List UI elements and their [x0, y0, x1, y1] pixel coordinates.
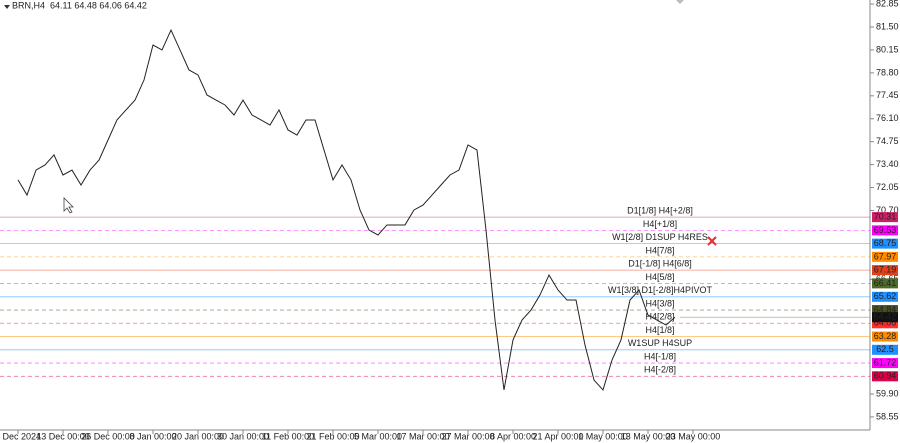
x-tick-label: 1 May 00:00 [578, 431, 628, 441]
x-tick-label: 13 Dec 00:00 [36, 431, 90, 441]
x-tick-label: 30 Jan 00:00 [217, 431, 269, 441]
level-price-label: 64.84 [874, 304, 897, 314]
mouse-cursor [63, 197, 74, 214]
level-text: H4[+1/8] [643, 219, 677, 229]
level-text: W1[3/8] D1[-2/8]H4PIVOT [608, 285, 713, 295]
level-text: H4[7/8] [645, 245, 674, 255]
level-text: H4[-2/8] [644, 365, 676, 375]
x-tick-label: 21 Feb 00:00 [306, 431, 359, 441]
y-tick-label: 73.40 [876, 159, 899, 169]
x-tick-label: 20 Jan 00:00 [172, 431, 224, 441]
current-price-box [872, 312, 898, 323]
y-tick-label: 78.80 [876, 67, 899, 77]
y-tick-label: 81.50 [876, 21, 899, 31]
level-price-label: 70.31 [874, 211, 897, 221]
x-tick-label: 26 Dec 00:00 [81, 431, 135, 441]
level-price-label: 66.41 [874, 278, 897, 288]
level-text: H4[2/8] [645, 312, 674, 322]
level-price-box [872, 344, 898, 355]
x-tick-label: 17 Mar 00:00 [396, 431, 449, 441]
x-tick-label: 21 Apr 00:00 [532, 431, 583, 441]
level-price-box [872, 291, 898, 302]
x-tick-label: 23 May 00:00 [666, 431, 721, 441]
level-price-box [872, 371, 898, 382]
level-price-box [872, 331, 898, 342]
level-price-box [872, 305, 898, 316]
level-price-box [872, 265, 898, 276]
y-tick-label: 82.85 [876, 0, 899, 8]
level-price-label: 67.97 [874, 251, 897, 261]
y-tick-label: 76.10 [876, 113, 899, 123]
x-tick-label: 27 Mar 00:00 [441, 431, 494, 441]
y-tick-label: 58.55 [876, 411, 899, 421]
level-text: D1[-1/8] H4[6/8] [628, 259, 692, 269]
x-tick-label: 3 Dec 2024 [0, 431, 41, 441]
symbol-title: BRN,H4 [12, 0, 45, 10]
y-tick-label: 59.90 [876, 388, 899, 398]
x-tick-label: 11 Feb 00:00 [262, 431, 314, 441]
y-tick-label: 70.70 [876, 205, 899, 215]
level-price-label: 68.75 [874, 238, 897, 248]
level-price-box [872, 251, 898, 262]
level-price-box [872, 318, 898, 329]
level-price-box [872, 225, 898, 236]
price-line [17, 28, 676, 391]
level-text: H4[5/8] [645, 272, 674, 282]
level-price-box [872, 278, 898, 289]
level-text: D1[1/8] H4[+2/8] [627, 205, 693, 215]
level-price-label: 61.72 [874, 357, 897, 367]
level-price-box [872, 358, 898, 369]
x-tick-label: 8 Jan 00:00 [129, 431, 176, 441]
level-text: H4[3/8] [645, 298, 674, 308]
y-tick-label: 77.45 [876, 90, 899, 100]
level-price-box [872, 238, 898, 249]
menu-arrow [4, 5, 10, 9]
level-text: H4[-1/8] [644, 351, 676, 361]
level-price-label: 60.94 [874, 371, 897, 381]
level-price-label: 64.06 [874, 318, 897, 328]
y-tick-label: 72.05 [876, 182, 899, 192]
level-price-box [872, 212, 898, 223]
level-price-label: 63.28 [874, 331, 897, 341]
level-price-label: 69.53 [874, 225, 897, 235]
level-price-label: 62.5 [876, 344, 894, 354]
ohlc-values: 64.11 64.48 64.06 64.42 [50, 0, 147, 10]
x-tick-label: 8 Apr 00:00 [490, 431, 536, 441]
level-text: W1[2/8] D1SUP H4RES [612, 232, 708, 242]
current-price-label: 64.42 [874, 312, 897, 322]
y-tick-label: 74.75 [876, 136, 899, 146]
x-tick-label: 5 Mar 00:00 [354, 431, 402, 441]
level-price-label: 67.19 [874, 265, 897, 275]
scroll-marker [676, 0, 684, 4]
level-text: H4[1/8] [645, 325, 674, 335]
level-text: W1SUP H4SUP [628, 338, 692, 348]
level-price-label: 65.62 [874, 291, 897, 301]
x-tick-label: 13 May 00:00 [621, 431, 676, 441]
y-tick-label: 80.15 [876, 44, 899, 54]
